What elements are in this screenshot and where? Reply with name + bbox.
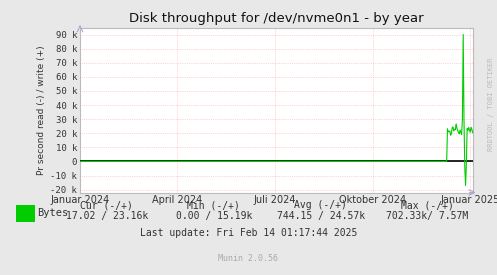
Text: 702.33k/ 7.57M: 702.33k/ 7.57M [386, 211, 469, 221]
Text: Last update: Fri Feb 14 01:17:44 2025: Last update: Fri Feb 14 01:17:44 2025 [140, 228, 357, 238]
Text: 744.15 / 24.57k: 744.15 / 24.57k [276, 211, 365, 221]
Title: Disk throughput for /dev/nvme0n1 - by year: Disk throughput for /dev/nvme0n1 - by ye… [129, 12, 423, 25]
Text: Bytes: Bytes [37, 208, 69, 218]
Text: Max (-/+): Max (-/+) [401, 200, 454, 210]
Text: 17.02 / 23.16k: 17.02 / 23.16k [66, 211, 148, 221]
Y-axis label: Pr second read (-) / write (+): Pr second read (-) / write (+) [37, 45, 46, 175]
Text: Cur (-/+): Cur (-/+) [81, 200, 133, 210]
Text: RRDTOOL / TOBI OETIKER: RRDTOOL / TOBI OETIKER [488, 58, 494, 151]
Text: 0.00 / 15.19k: 0.00 / 15.19k [175, 211, 252, 221]
Text: Munin 2.0.56: Munin 2.0.56 [219, 254, 278, 263]
Text: Avg (-/+): Avg (-/+) [294, 200, 347, 210]
Text: Min (-/+): Min (-/+) [187, 200, 240, 210]
